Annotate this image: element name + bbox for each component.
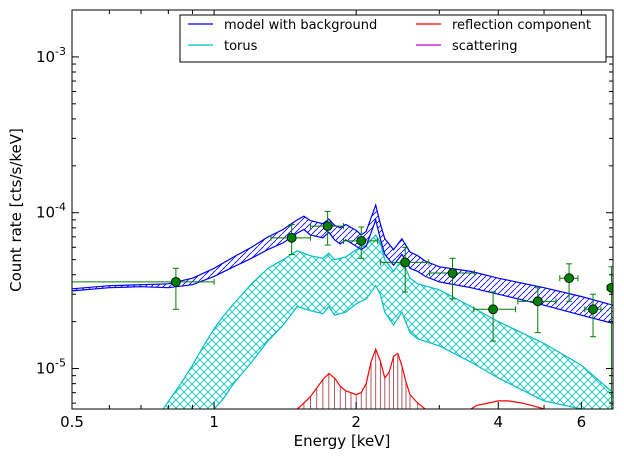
data-point [606, 282, 613, 293]
x-tick-label: 6 [577, 413, 587, 431]
legend-box [179, 14, 607, 63]
y-tick-label: 10-3 [36, 45, 66, 66]
y-axis-label: Count rate [cts/s/keV] [7, 128, 25, 292]
x-tick-label: 2 [351, 413, 361, 431]
data-point [532, 296, 543, 307]
model-lower-line [72, 217, 613, 324]
data-point [588, 304, 598, 315]
data-point [286, 232, 297, 243]
x-axis-label: Energy [keV] [294, 432, 391, 450]
data-point [356, 235, 367, 246]
data-point [170, 276, 181, 287]
x-tick-label: 1 [209, 413, 219, 431]
torus-upper-line [162, 234, 613, 409]
plot-area [72, 203, 613, 409]
torus-lower-line [213, 284, 582, 409]
plot-frame [71, 9, 614, 410]
torus-band [163, 235, 613, 409]
model-band [72, 205, 613, 324]
data-point [488, 304, 498, 315]
y-tick-label: 10-4 [36, 201, 66, 222]
data-point [447, 268, 458, 278]
legend: model with background reflection componen… [179, 14, 607, 63]
x-tick-label: 4 [494, 413, 504, 431]
x-tick-label: 0.5 [60, 413, 84, 431]
legend-label: reflection component [452, 18, 591, 33]
y-tick-label: 10-5 [36, 357, 66, 378]
model-upper-line [72, 203, 613, 306]
legend-label: scattering [452, 39, 518, 54]
data-point [322, 221, 333, 232]
legend-label: torus [224, 39, 258, 54]
data-point [564, 273, 574, 284]
data-point [400, 257, 411, 268]
legend-label: model with background [224, 18, 377, 33]
data-points [72, 210, 613, 409]
